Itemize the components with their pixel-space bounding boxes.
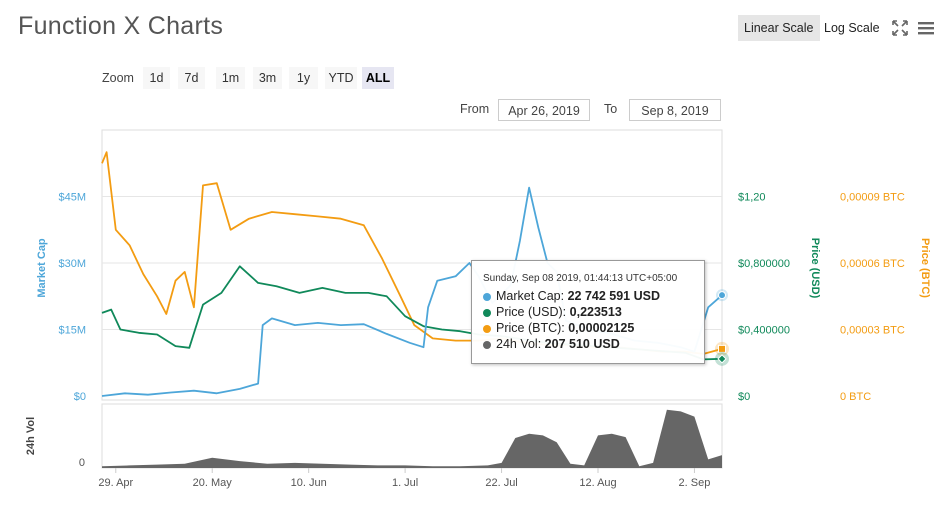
tooltip-value: 207 510 USD [544,337,620,351]
from-label: From [460,102,490,116]
menu-icon[interactable] [917,19,935,37]
tooltip-row-price-usd: Price (USD): 0,223513 [483,305,622,319]
tooltip-value: 0,223513 [569,305,622,319]
x-tick-label: 20. May [193,477,233,489]
tooltip-label: Price (USD): [496,305,567,319]
volume-axis-title: 24h Vol [25,417,37,455]
zoom-label: Zoom [102,71,134,85]
main-plot-frame [101,129,723,401]
tooltip-label: 24h Vol: [496,337,542,351]
market-cap-marker [718,291,726,300]
tooltip-label: Market Cap: [496,289,565,303]
price-btc-tick-label: 0,00006 BTC [840,258,905,270]
price-usd-tick-label: $0,800000 [738,258,790,270]
market-cap-tick-label: $30M [58,258,86,270]
price-usd-tick-label: $1,20 [738,192,766,204]
zoom-3m-button[interactable]: 3m [253,67,282,89]
price-btc-tick-label: 0,00003 BTC [840,325,905,337]
price-btc-tick-label: 0 BTC [840,391,871,403]
to-label: To [604,102,618,116]
x-tick-label: 2. Sep [679,477,711,489]
x-tick-label: 29. Apr [98,477,133,489]
tooltip-value: 0,00002125 [568,321,635,335]
log-scale-button[interactable]: Log Scale [824,21,880,35]
market-cap-axis-title: Market Cap [36,238,48,298]
zoom-all-button[interactable]: ALL [362,67,394,89]
price-btc-tick-label: 0,00009 BTC [840,192,905,204]
price-usd-marker [717,354,727,364]
zoom-1m-button[interactable]: 1m [216,67,245,89]
market-cap-tick-label: $15M [58,325,86,337]
linear-scale-button[interactable]: Linear Scale [738,15,820,41]
x-tick-label: 22. Jul [485,477,517,489]
fullscreen-icon[interactable] [891,19,909,37]
tooltip-row-volume: 24h Vol: 207 510 USD [483,337,620,351]
tooltip-row-market-cap: Market Cap: 22 742 591 USD [483,289,660,303]
market-cap-tick-label: $45M [58,192,86,204]
price-usd-tick-label: $0 [738,391,750,403]
x-tick-label: 10. Jun [291,477,327,489]
market-cap-tick-label: $0 [74,391,86,403]
zoom-1d-button[interactable]: 1d [143,67,170,89]
price-btc-axis-title: Price (BTC) [919,238,931,298]
price-usd-tick-label: $0,400000 [738,325,790,337]
price-usd-axis-title: Price (USD) [809,238,821,299]
chart-tooltip: Sunday, Sep 08 2019, 01:44:13 UTC+05:00 … [471,260,705,364]
x-tick-label: 1. Jul [392,477,418,489]
tooltip-label: Price (BTC): [496,321,565,335]
market-cap-dot-icon [483,292,491,301]
tooltip-value: 22 742 591 USD [567,289,661,303]
tooltip-header: Sunday, Sep 08 2019, 01:44:13 UTC+05:00 [483,273,678,284]
from-date-input[interactable]: Apr 26, 2019 [498,99,590,121]
zoom-ytd-button[interactable]: YTD [325,67,357,89]
x-tick-label: 12. Aug [579,477,616,489]
volume-area [102,409,722,468]
price-btc-dot-icon [483,324,491,333]
zoom-1y-button[interactable]: 1y [289,67,318,89]
price-usd-dot-icon [483,308,491,317]
price-btc-marker [718,344,726,353]
volume-dot-icon [483,340,491,349]
volume-tick-label: 0 [79,457,85,469]
page-title: Function X Charts [18,12,224,40]
to-date-input[interactable]: Sep 8, 2019 [629,99,721,121]
tooltip-row-price-btc: Price (BTC): 0,00002125 [483,321,634,335]
zoom-7d-button[interactable]: 7d [178,67,205,89]
